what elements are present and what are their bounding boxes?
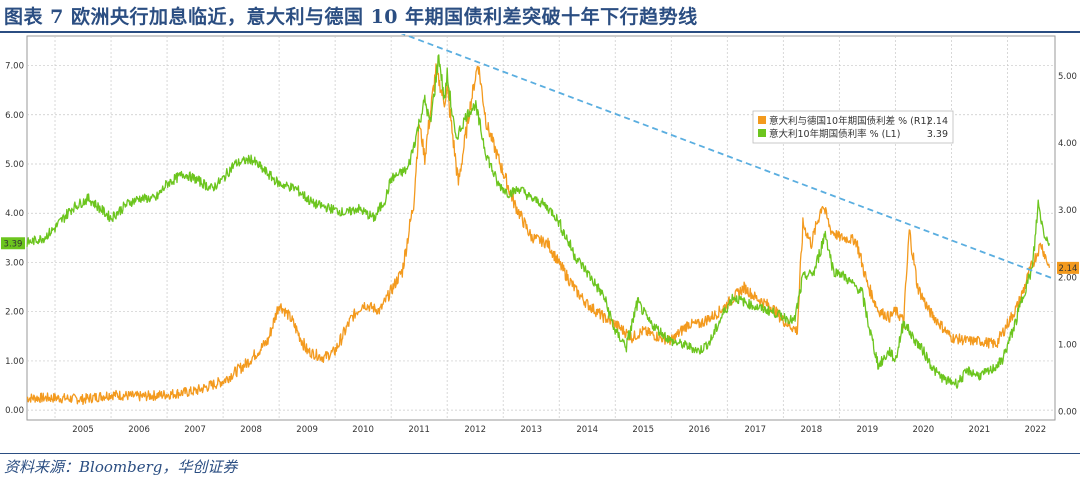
spread-line	[26, 63, 1051, 406]
left-tick-label: 2.00	[5, 308, 24, 318]
legend-label-yield: 意大利10年期国债利率 % (L1)	[769, 128, 900, 140]
left-tick-label: 6.00	[5, 111, 24, 121]
right-tick-label: 4.00	[1058, 139, 1077, 149]
left-tick-label: 1.00	[5, 357, 24, 367]
legend-swatch-spread	[758, 116, 766, 124]
vertical-gridlines	[54, 36, 1008, 420]
x-axis-ticks: 2005 2006 2007 2008 2009 2010 2011 2012 2013 2014…	[72, 425, 1046, 435]
x-tick-label: 2013	[520, 425, 542, 435]
last-value-badges: 3.39 2.14	[1, 237, 1079, 274]
trend-line-group	[400, 34, 1056, 281]
right-tick-label: 2.00	[1058, 273, 1077, 283]
x-tick-label: 2011	[408, 425, 430, 435]
x-tick-label: 2018	[800, 425, 822, 435]
x-tick-label: 2017	[744, 425, 766, 435]
right-tick-label: 1.00	[1058, 340, 1077, 350]
x-tick-label: 2010	[352, 425, 374, 435]
legend-swatch-yield	[758, 129, 766, 137]
x-tick-label: 2015	[632, 425, 654, 435]
chart-title: 图表 7 欧洲央行加息临近，意大利与德国 10 年期国债利差突破十年下行趋势线	[4, 6, 698, 28]
chart-legend: 意大利与德国10年期国债利差 % (R1) 2.14 意大利10年期国债利率 %…	[752, 110, 954, 144]
legend-value-yield: 3.39	[927, 129, 948, 140]
left-tick-label: 3.00	[5, 258, 24, 268]
legend-label-spread: 意大利与德国10年期国债利差 % (R1)	[769, 115, 930, 127]
x-tick-label: 2020	[913, 425, 935, 435]
x-tick-label: 2016	[688, 425, 710, 435]
left-tick-label: 0.00	[5, 406, 24, 416]
yield-line	[26, 54, 1051, 389]
left-tick-label: 7.00	[5, 62, 24, 72]
x-tick-label: 2007	[184, 425, 206, 435]
x-tick-label: 2022	[1025, 425, 1047, 435]
x-tick-label: 2008	[240, 425, 262, 435]
footer-rule	[0, 453, 1080, 454]
x-tick-label: 2005	[72, 425, 94, 435]
x-tick-label: 2014	[576, 425, 598, 435]
x-tick-label: 2009	[296, 425, 318, 435]
x-tick-label: 2006	[128, 425, 150, 435]
series-lines	[26, 54, 1051, 406]
chart-plot: 0.00 1.00 2.00 3.00 4.00 5.00 6.00 7.00 0.00 1.0…	[1, 34, 1079, 435]
source-note: 资料来源：Bloomberg，华创证券	[4, 458, 238, 476]
right-tick-label: 5.00	[1058, 72, 1077, 82]
legend-value-spread: 2.14	[927, 116, 948, 127]
right-tick-label: 0.00	[1058, 407, 1077, 417]
left-tick-label: 4.00	[5, 209, 24, 219]
legend-box	[752, 110, 954, 144]
right-tick-label: 3.00	[1058, 206, 1077, 216]
plot-background	[26, 35, 1056, 421]
left-axis-ticks: 0.00 1.00 2.00 3.00 4.00 5.00 6.00 7.00	[5, 62, 24, 417]
spread-badge	[1057, 261, 1079, 274]
left-tick-label: 5.00	[5, 160, 24, 170]
yield-badge	[1, 237, 25, 250]
x-tick-label: 2012	[464, 425, 486, 435]
right-axis-ticks: 0.00 1.00 2.00 3.00 4.00 5.00	[1058, 72, 1077, 417]
spread-badge-label: 2.14	[1059, 264, 1078, 274]
yield-badge-label: 3.39	[4, 239, 23, 249]
x-tick-label: 2021	[969, 425, 991, 435]
title-rule	[0, 31, 1080, 33]
x-tick-label: 2019	[857, 425, 879, 435]
trend-line	[400, 34, 1056, 281]
